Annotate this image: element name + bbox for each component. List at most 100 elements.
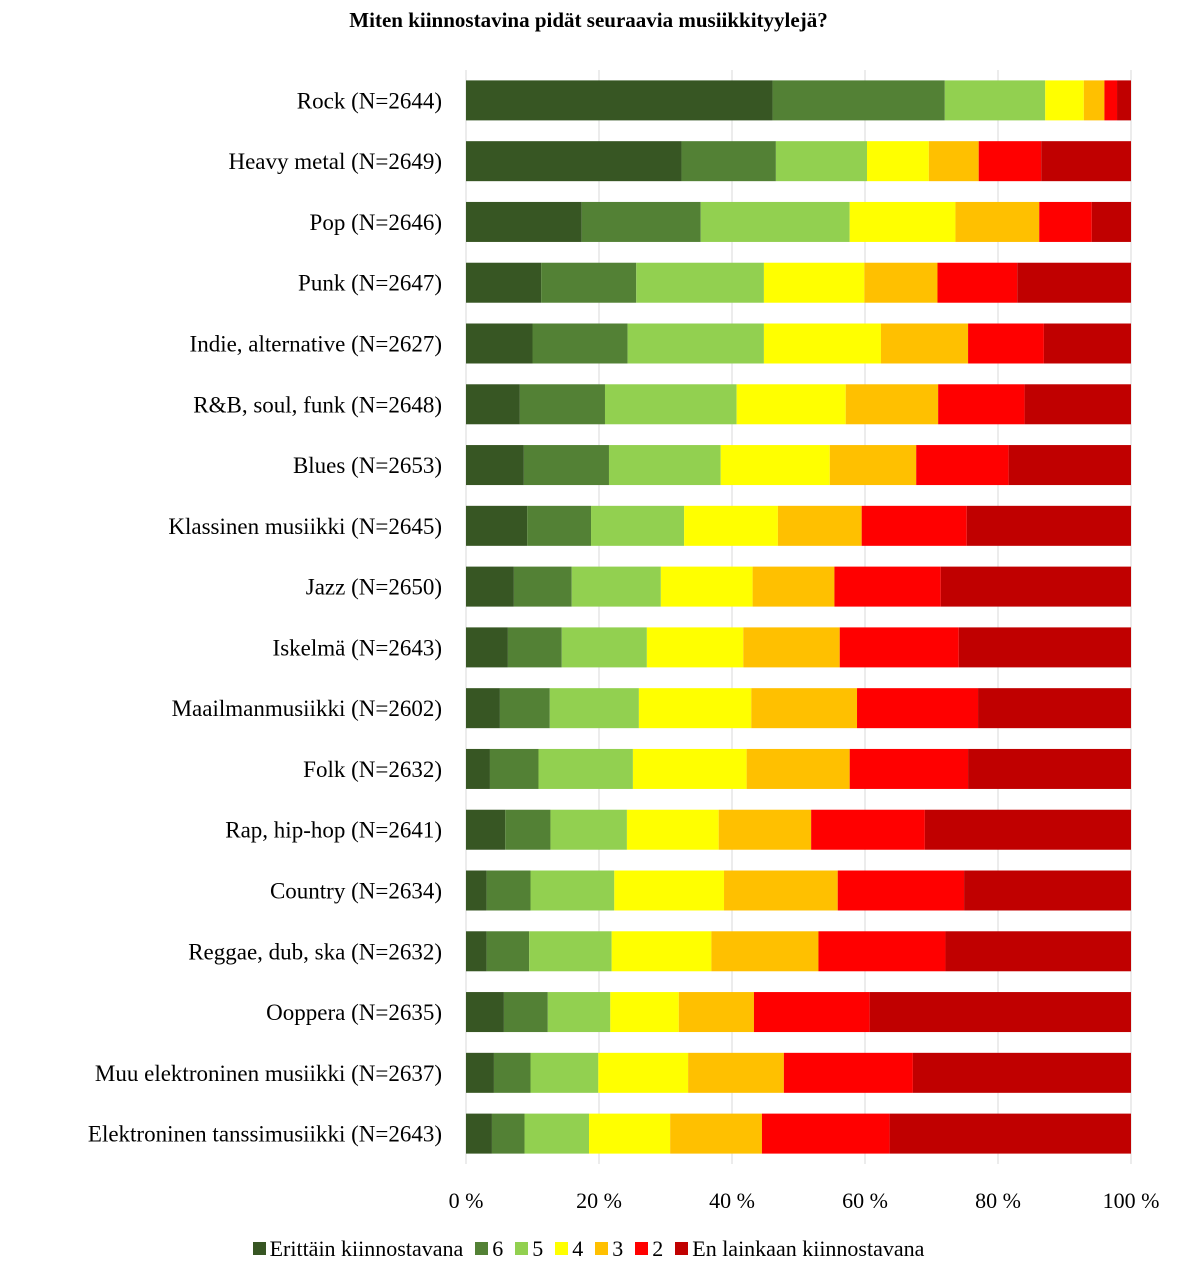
bar-segment — [775, 141, 867, 182]
bar-segment — [857, 688, 979, 729]
bar-segment — [503, 992, 548, 1033]
legend-swatch — [252, 1242, 266, 1255]
bar-segment — [839, 627, 959, 668]
legend-item: 4 — [555, 1236, 583, 1262]
bar-segment — [777, 505, 862, 546]
bar-segment — [978, 141, 1042, 182]
bar-segment — [1039, 201, 1092, 242]
bar-segment — [966, 505, 1131, 546]
bar-segment — [1043, 323, 1131, 364]
category-label: Klassinen musiikki (N=2645) — [168, 514, 442, 539]
bar-segment — [861, 505, 967, 546]
bar-segment — [751, 688, 858, 729]
bar-segment — [611, 931, 712, 972]
legend-item: 5 — [515, 1236, 543, 1262]
bar-segment — [684, 505, 778, 546]
bar-segment — [938, 384, 1025, 425]
bar-segment — [1083, 80, 1105, 121]
category-label: Iskelmä (N=2643) — [273, 635, 442, 660]
legend-swatch — [475, 1242, 489, 1255]
bar-segment — [466, 262, 542, 303]
category-label: Rock (N=2644) — [297, 88, 442, 113]
bar-segment — [486, 870, 531, 911]
legend-item: Erittäin kiinnostavana — [252, 1236, 464, 1262]
bar-segment — [880, 323, 969, 364]
bar-segment — [638, 688, 752, 729]
bar-segment — [978, 688, 1131, 729]
legend-swatch — [595, 1242, 609, 1255]
legend-swatch — [515, 1242, 529, 1255]
bar-segment — [491, 1113, 525, 1154]
bar-segment — [466, 627, 508, 668]
bar-segment — [466, 201, 582, 242]
bar-segment — [955, 201, 1040, 242]
x-tick-label: 60 % — [842, 1188, 888, 1213]
stacked-bar-chart: Rock (N=2644) Heavy metal (N=2649) Pop (N=… — [88, 70, 1159, 1213]
bar-segment — [632, 748, 747, 789]
x-tick-label: 0 % — [449, 1188, 484, 1213]
bar-segment — [944, 80, 1046, 121]
bar-segment — [493, 1052, 531, 1093]
bar-segment — [489, 748, 539, 789]
bar-segment — [763, 323, 881, 364]
bar-segment — [964, 870, 1131, 911]
bar-segment — [466, 80, 773, 121]
legend-swatch — [555, 1242, 569, 1255]
bar-segment — [499, 688, 550, 729]
bar-segment — [530, 1052, 599, 1093]
bar-segment — [849, 201, 956, 242]
bar-segment — [937, 262, 1018, 303]
x-tick-label: 80 % — [975, 1188, 1021, 1213]
bar-segment — [916, 445, 1009, 486]
bar-segment — [829, 445, 917, 486]
legend-label: En lainkaan kiinnostavana — [692, 1236, 925, 1261]
bar-segment — [507, 627, 562, 668]
bar-segment — [598, 1052, 689, 1093]
bar-segment — [1008, 445, 1131, 486]
bar-segment — [466, 323, 533, 364]
category-label: Folk (N=2632) — [303, 757, 442, 782]
bar-segment — [958, 627, 1131, 668]
bar-segment — [530, 870, 615, 911]
legend-label: Erittäin kiinnostavana — [269, 1236, 464, 1261]
bar-segment — [743, 627, 840, 668]
bar-segment — [550, 809, 627, 850]
category-label: Muu elektroninen musiikki (N=2637) — [95, 1061, 442, 1086]
bar-segment — [1091, 201, 1131, 242]
legend-item: En lainkaan kiinnostavana — [675, 1236, 924, 1262]
category-label: Ooppera (N=2635) — [266, 1000, 442, 1025]
legend-label: 6 — [492, 1236, 504, 1261]
category-label: R&B, soul, funk (N=2648) — [193, 392, 442, 417]
bar-segment — [466, 809, 506, 850]
bar-segment — [700, 201, 850, 242]
bar-segment — [720, 445, 830, 486]
bar-segment — [945, 931, 1131, 972]
bar-segment — [549, 688, 639, 729]
bar-segment — [589, 1113, 671, 1154]
legend-swatch — [635, 1242, 649, 1255]
legend-swatch — [675, 1242, 689, 1255]
bar-segment — [660, 566, 753, 607]
bar-segment — [761, 1113, 890, 1154]
bar-segment — [968, 323, 1044, 364]
bar-segment — [466, 141, 682, 182]
legend-label: 5 — [532, 1236, 544, 1261]
bar-segment — [466, 748, 490, 789]
bar-segment — [505, 809, 551, 850]
category-label: Heavy metal (N=2649) — [228, 149, 442, 174]
bar-segment — [670, 1113, 762, 1154]
chart-legend: Erittäin kiinnostavana 6 5 4 3 2 En lainkaan k… — [0, 1236, 1177, 1262]
bar-segment — [678, 992, 754, 1033]
bar-segment — [527, 505, 592, 546]
bar-segment — [636, 262, 764, 303]
bar-segment — [783, 1052, 913, 1093]
bar-segment — [519, 384, 605, 425]
bar-segment — [968, 748, 1131, 789]
bar-segment — [1017, 262, 1131, 303]
bar-segment — [466, 870, 487, 911]
bar-segment — [912, 1052, 1131, 1093]
bar-segment — [608, 445, 721, 486]
bar-segment — [523, 445, 609, 486]
bar-segment — [688, 1052, 784, 1093]
bar-segment — [466, 688, 500, 729]
